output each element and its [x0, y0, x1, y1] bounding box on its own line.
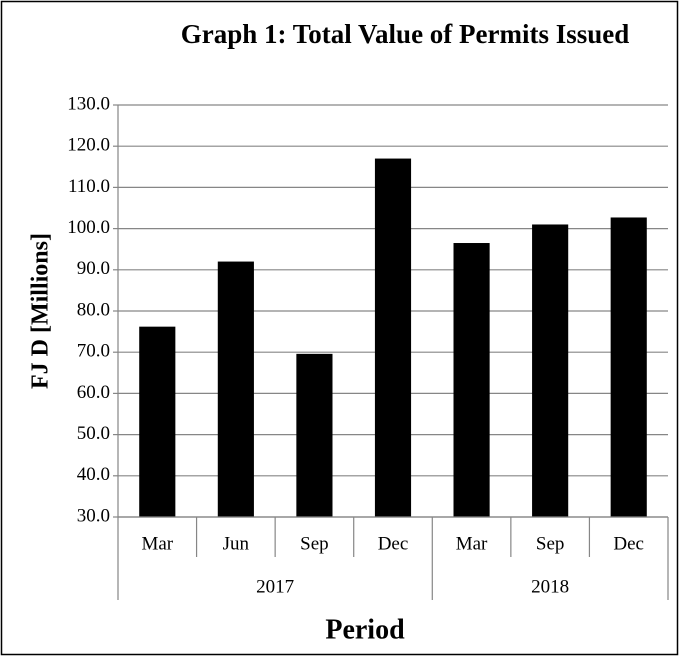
- x-tick-label: Sep: [536, 533, 565, 554]
- y-tick-label: 90.0: [77, 258, 110, 279]
- y-tick-label: 130.0: [67, 93, 110, 114]
- bar: [374, 158, 412, 517]
- y-tick-label: 40.0: [77, 464, 110, 485]
- bar: [139, 326, 176, 517]
- y-tick-label: 110.0: [68, 176, 110, 197]
- y-axis-label: FJ D [Millions]: [28, 233, 54, 389]
- y-tick-label: 60.0: [77, 382, 110, 403]
- y-tick-label: 50.0: [77, 423, 110, 444]
- bar: [453, 243, 490, 517]
- y-tick-label: 30.0: [77, 505, 110, 526]
- x-tick-label: Sep: [300, 533, 329, 554]
- x-tick-label: Mar: [141, 533, 173, 554]
- bar: [532, 224, 569, 518]
- x-tick-label: Mar: [456, 533, 488, 554]
- y-tick-label: 120.0: [67, 135, 110, 156]
- bar: [217, 261, 254, 517]
- group-label: 2018: [531, 576, 569, 597]
- x-tick-label: Jun: [223, 533, 250, 554]
- x-tick-label: Dec: [613, 533, 644, 554]
- group-label: 2017: [256, 576, 294, 597]
- y-tick-label: 70.0: [77, 341, 110, 362]
- x-axis-label: Period: [325, 614, 405, 645]
- chart-title: Graph 1: Total Value of Permits Issued: [180, 19, 630, 49]
- x-tick-label: Dec: [378, 533, 409, 554]
- y-tick-label: 100.0: [67, 217, 110, 238]
- bar: [296, 353, 333, 517]
- bar: [610, 217, 647, 517]
- y-tick-label: 80.0: [77, 299, 110, 320]
